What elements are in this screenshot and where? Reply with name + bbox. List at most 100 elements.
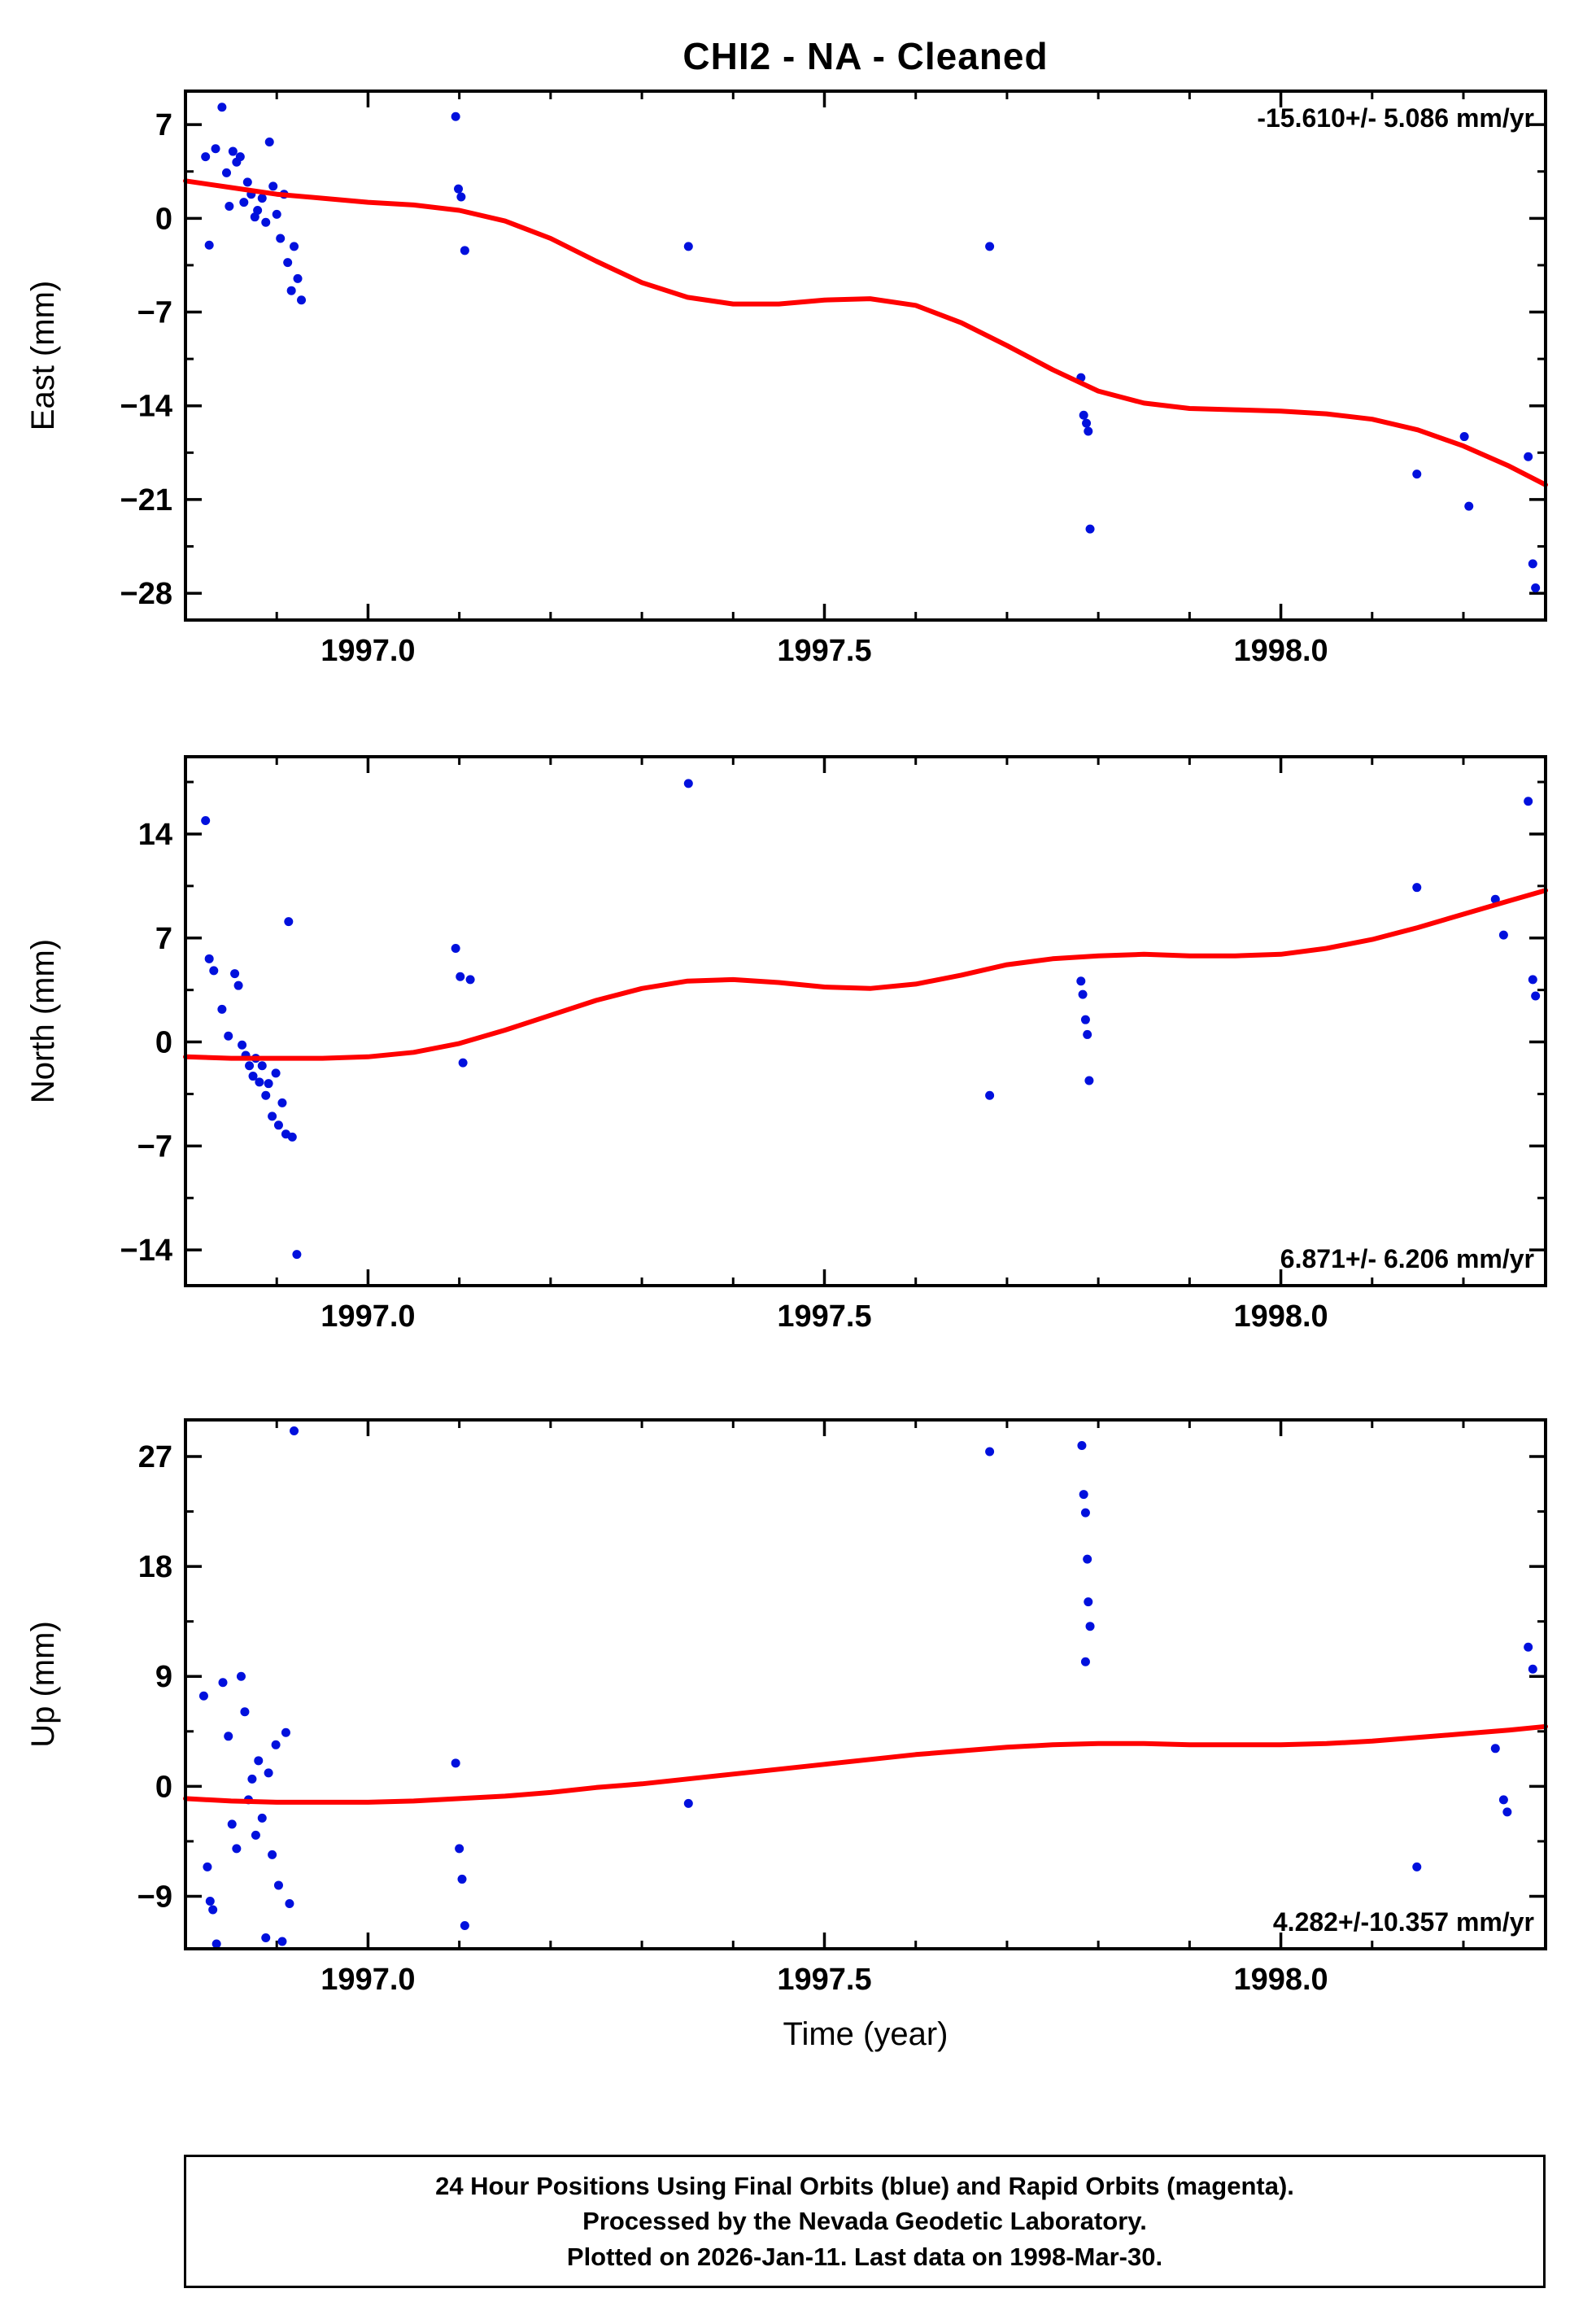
data-point xyxy=(261,1933,271,1942)
data-point xyxy=(224,1732,233,1741)
north-trend-line xyxy=(183,888,1548,1061)
data-point xyxy=(273,1880,283,1890)
footer-box: 24 Hour Positions Using Final Orbits (bl… xyxy=(184,2155,1546,2289)
x-tick-label: 1997.0 xyxy=(321,634,415,668)
y-tick-label: 14 xyxy=(138,818,172,852)
data-point xyxy=(1080,1508,1090,1518)
data-point xyxy=(253,205,263,215)
data-point xyxy=(247,1774,257,1784)
data-point xyxy=(683,779,693,788)
x-axis-title: Time (year) xyxy=(783,2016,948,2052)
data-point xyxy=(287,1132,297,1142)
y-tick-label: −21 xyxy=(120,483,172,518)
data-point xyxy=(233,980,243,990)
x-tick-label: 1998.0 xyxy=(1233,634,1328,668)
data-point xyxy=(1498,1795,1508,1805)
x-tick-label: 1997.5 xyxy=(777,1299,871,1334)
x-tick-label: 1998.0 xyxy=(1233,1963,1328,1997)
y-tick-label: 18 xyxy=(138,1550,172,1584)
data-point xyxy=(1085,1622,1095,1631)
data-point xyxy=(1412,469,1422,479)
page-title: CHI2 - NA - Cleaned xyxy=(682,35,1049,77)
data-point xyxy=(460,1920,469,1930)
data-point xyxy=(198,1691,208,1701)
data-point xyxy=(268,181,278,191)
data-point xyxy=(683,242,693,251)
data-point xyxy=(290,1426,299,1436)
data-point xyxy=(1490,894,1500,904)
data-point xyxy=(203,1862,212,1871)
data-point xyxy=(1464,501,1474,511)
footer-line-orbits: 24 Hour Positions Using Final Orbits (bl… xyxy=(435,2172,1294,2200)
data-point xyxy=(201,152,211,162)
data-point xyxy=(683,1798,693,1808)
data-point xyxy=(1524,797,1533,806)
up-frame xyxy=(184,1418,1547,1950)
data-point xyxy=(293,273,303,283)
data-point xyxy=(239,198,249,207)
data-point xyxy=(257,1061,267,1071)
x-tick-label: 1997.0 xyxy=(321,1963,415,1997)
data-point xyxy=(273,1120,283,1130)
data-point xyxy=(236,1671,246,1681)
data-point xyxy=(1084,1597,1093,1607)
data-point xyxy=(1079,410,1088,420)
data-point xyxy=(250,212,259,222)
footer-line-processed-by: Processed by the Nevada Geodetic Laborat… xyxy=(582,2207,1147,2236)
data-point xyxy=(451,111,460,121)
data-point xyxy=(221,168,231,177)
data-point xyxy=(261,1090,271,1100)
data-point xyxy=(456,192,466,202)
data-point xyxy=(264,1768,273,1778)
data-point xyxy=(230,969,240,979)
y-tick-label: 27 xyxy=(138,1440,172,1474)
data-point xyxy=(458,1058,468,1068)
data-point xyxy=(1502,1807,1512,1817)
data-point xyxy=(1528,559,1537,569)
east-rate-annotation: -15.610+/- 5.086 mm/yr xyxy=(1257,103,1534,133)
data-point xyxy=(1528,975,1537,985)
data-point xyxy=(224,1031,233,1041)
y-tick-label: −9 xyxy=(137,1880,172,1914)
data-point xyxy=(208,1905,218,1915)
data-point xyxy=(211,144,220,154)
time-series-charts: 1997.0 1997.5 1998.0 7 0 −7 −14 −21 −28 -15.610+/… xyxy=(25,90,1548,2052)
up-axis-title: Up (mm) xyxy=(25,1621,61,1748)
data-point xyxy=(1084,426,1093,436)
data-point xyxy=(242,177,252,187)
up-scatter-series xyxy=(198,1426,1537,1949)
data-point xyxy=(460,246,469,255)
data-point xyxy=(1076,976,1086,986)
x-tick-label: 1997.0 xyxy=(321,1299,415,1334)
data-point xyxy=(985,1447,995,1457)
y-tick-label: −14 xyxy=(120,1234,172,1268)
y-tick-label: 0 xyxy=(155,1026,172,1060)
x-tick-label: 1997.5 xyxy=(777,1963,871,1997)
data-point xyxy=(245,1061,255,1071)
y-tick-label: −14 xyxy=(120,390,172,424)
data-point xyxy=(1459,432,1469,442)
data-point xyxy=(457,1874,467,1884)
east-frame xyxy=(184,90,1547,622)
north-axis-title: North (mm) xyxy=(25,939,61,1103)
north-scatter-series xyxy=(201,779,1541,1260)
data-point xyxy=(254,1756,264,1766)
y-tick-label: 7 xyxy=(155,108,172,142)
data-point xyxy=(1412,883,1422,893)
data-point xyxy=(284,917,294,927)
data-point xyxy=(1083,1554,1092,1564)
data-point xyxy=(1080,1657,1090,1666)
north-panel: 1997.0 1997.5 1998.0 14 7 0 −7 −14 6.871+/- 6.20… xyxy=(25,755,1548,1334)
data-point xyxy=(292,1250,302,1260)
data-point xyxy=(209,966,219,976)
data-point xyxy=(235,152,245,162)
data-point xyxy=(1531,991,1541,1001)
data-point xyxy=(456,972,465,981)
data-point xyxy=(201,816,211,826)
data-point xyxy=(225,202,234,212)
data-point xyxy=(268,1112,277,1121)
north-frame xyxy=(184,755,1547,1287)
x-tick-label: 1997.5 xyxy=(777,634,871,668)
y-tick-label: −28 xyxy=(120,577,172,611)
data-point xyxy=(290,242,299,251)
